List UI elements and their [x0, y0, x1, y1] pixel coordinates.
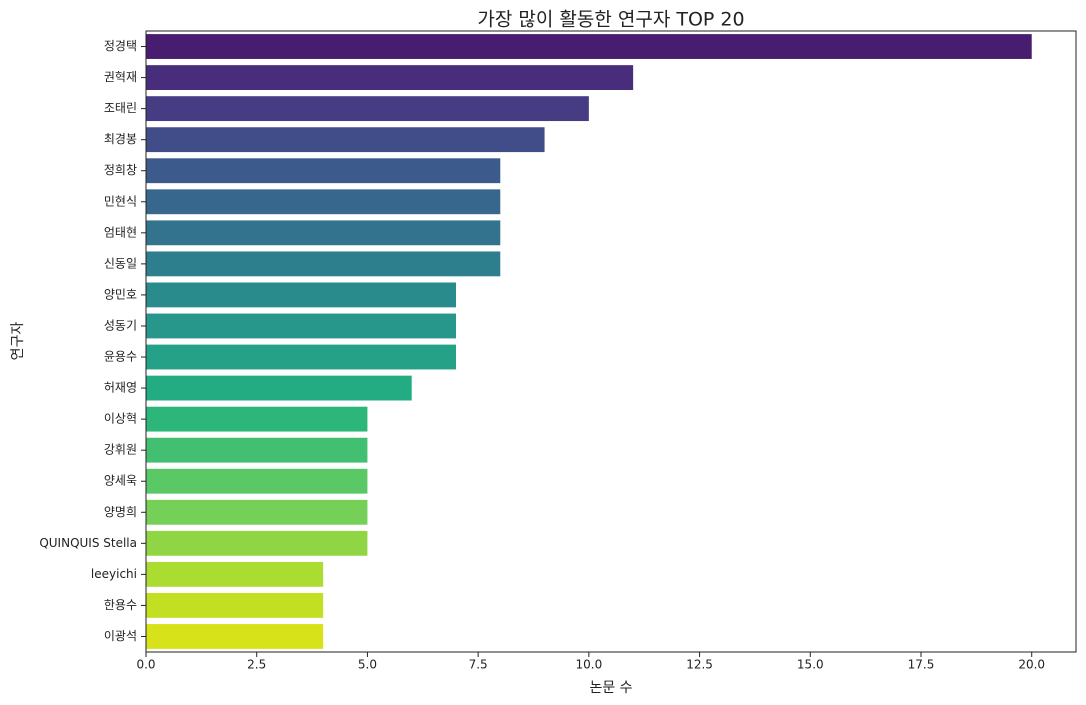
bar — [146, 437, 368, 463]
y-tick-label: 성동기 — [104, 318, 137, 332]
bar — [146, 65, 634, 90]
y-tick-label: 양민호 — [104, 287, 137, 301]
x-tick-label: 2.5 — [247, 658, 266, 672]
y-tick-label: 이상혁 — [104, 412, 137, 426]
x-tick-label: 0.0 — [136, 658, 155, 672]
y-tick-label: 최경봉 — [104, 132, 137, 146]
chart-title: 가장 많이 활동한 연구자 TOP 20 — [477, 9, 744, 31]
x-tick-label: 7.5 — [469, 658, 488, 672]
x-tick-label: 20.0 — [1018, 658, 1045, 672]
x-tick-label: 17.5 — [908, 658, 935, 672]
bar — [146, 220, 501, 246]
y-tick-label: 양세욱 — [104, 474, 137, 488]
y-tick-label: 이광석 — [104, 629, 137, 643]
bar — [146, 375, 412, 401]
x-tick-label: 10.0 — [575, 658, 602, 672]
y-tick-label: 양명희 — [104, 505, 137, 519]
x-tick-label: 5.0 — [358, 658, 377, 672]
bar — [146, 406, 368, 432]
bar — [146, 313, 456, 339]
y-tick-label: 정희창 — [104, 163, 137, 177]
bar — [146, 593, 324, 618]
y-tick-label: 엄태현 — [104, 225, 137, 239]
bar — [146, 34, 1032, 59]
x-tick-label: 15.0 — [797, 658, 824, 672]
y-tick-label: 조태린 — [104, 101, 137, 115]
bar — [146, 127, 545, 153]
y-tick-label: QUINQUIS Stella — [39, 536, 137, 550]
bar — [146, 344, 456, 370]
bar — [146, 96, 589, 122]
y-tick-label: 권혁재 — [104, 70, 137, 84]
bar — [146, 561, 324, 587]
y-tick-label: 허재영 — [104, 381, 137, 395]
bar — [146, 189, 501, 215]
bar — [146, 251, 501, 277]
y-tick-label: 정경택 — [104, 39, 137, 53]
bar — [146, 624, 324, 649]
plot-frame — [145, 30, 1077, 653]
bar — [146, 530, 368, 556]
y-tick-label: 윤용수 — [104, 350, 137, 364]
y-tick-label: 한용수 — [104, 598, 137, 612]
y-axis-label: 연구자 — [10, 322, 26, 361]
bar — [146, 282, 456, 308]
x-axis-label: 논문 수 — [589, 680, 632, 696]
x-tick-label: 12.5 — [686, 658, 713, 672]
bar — [146, 158, 501, 184]
y-tick-label: 강휘원 — [104, 443, 137, 457]
y-tick-label: 신동일 — [104, 256, 137, 270]
bar — [146, 499, 368, 525]
bar — [146, 468, 368, 494]
y-tick-label: 민현식 — [104, 194, 137, 208]
y-tick-label: leeyichi — [91, 567, 137, 581]
